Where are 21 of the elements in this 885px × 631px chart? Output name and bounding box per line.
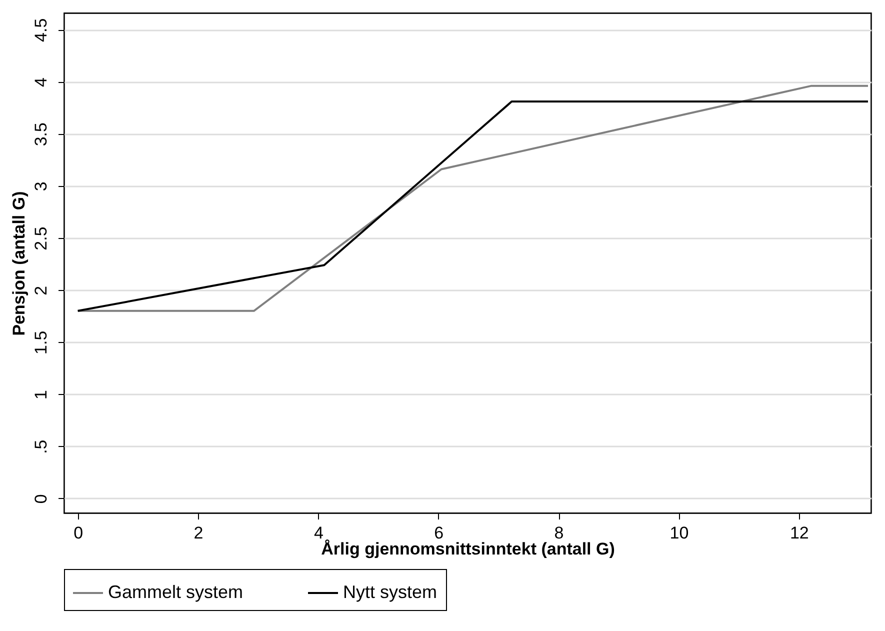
y-tick-label: 2.5: [32, 226, 50, 250]
legend-label: Nytt system: [343, 582, 438, 602]
y-tick-label: 3: [32, 182, 50, 192]
y-tick-label: 4.5: [32, 18, 50, 42]
x-tick-label: 2: [194, 524, 204, 542]
x-tick-label: 6: [434, 524, 444, 542]
legend-label: Gammelt system: [108, 582, 244, 602]
x-axis-title: Årlig gjennomsnittsinntekt (antall G): [321, 540, 615, 558]
x-tick-label: 8: [554, 524, 564, 542]
x-tick-label: 12: [790, 524, 809, 542]
y-tick-label: 1.5: [32, 330, 50, 354]
x-tick-label: 4: [314, 524, 324, 542]
x-tick-label: 0: [74, 524, 84, 542]
y-tick-label: .5: [32, 440, 50, 454]
y-tick-label: 0: [32, 494, 50, 504]
y-tick-label: 3.5: [32, 122, 50, 146]
y-axis-title: Pensjon (antall G): [10, 191, 28, 336]
y-tick-label: 2: [32, 286, 50, 296]
x-tick-label: 10: [670, 524, 689, 542]
y-tick-label: 4: [32, 78, 50, 87]
y-tick-label: 1: [32, 390, 50, 400]
